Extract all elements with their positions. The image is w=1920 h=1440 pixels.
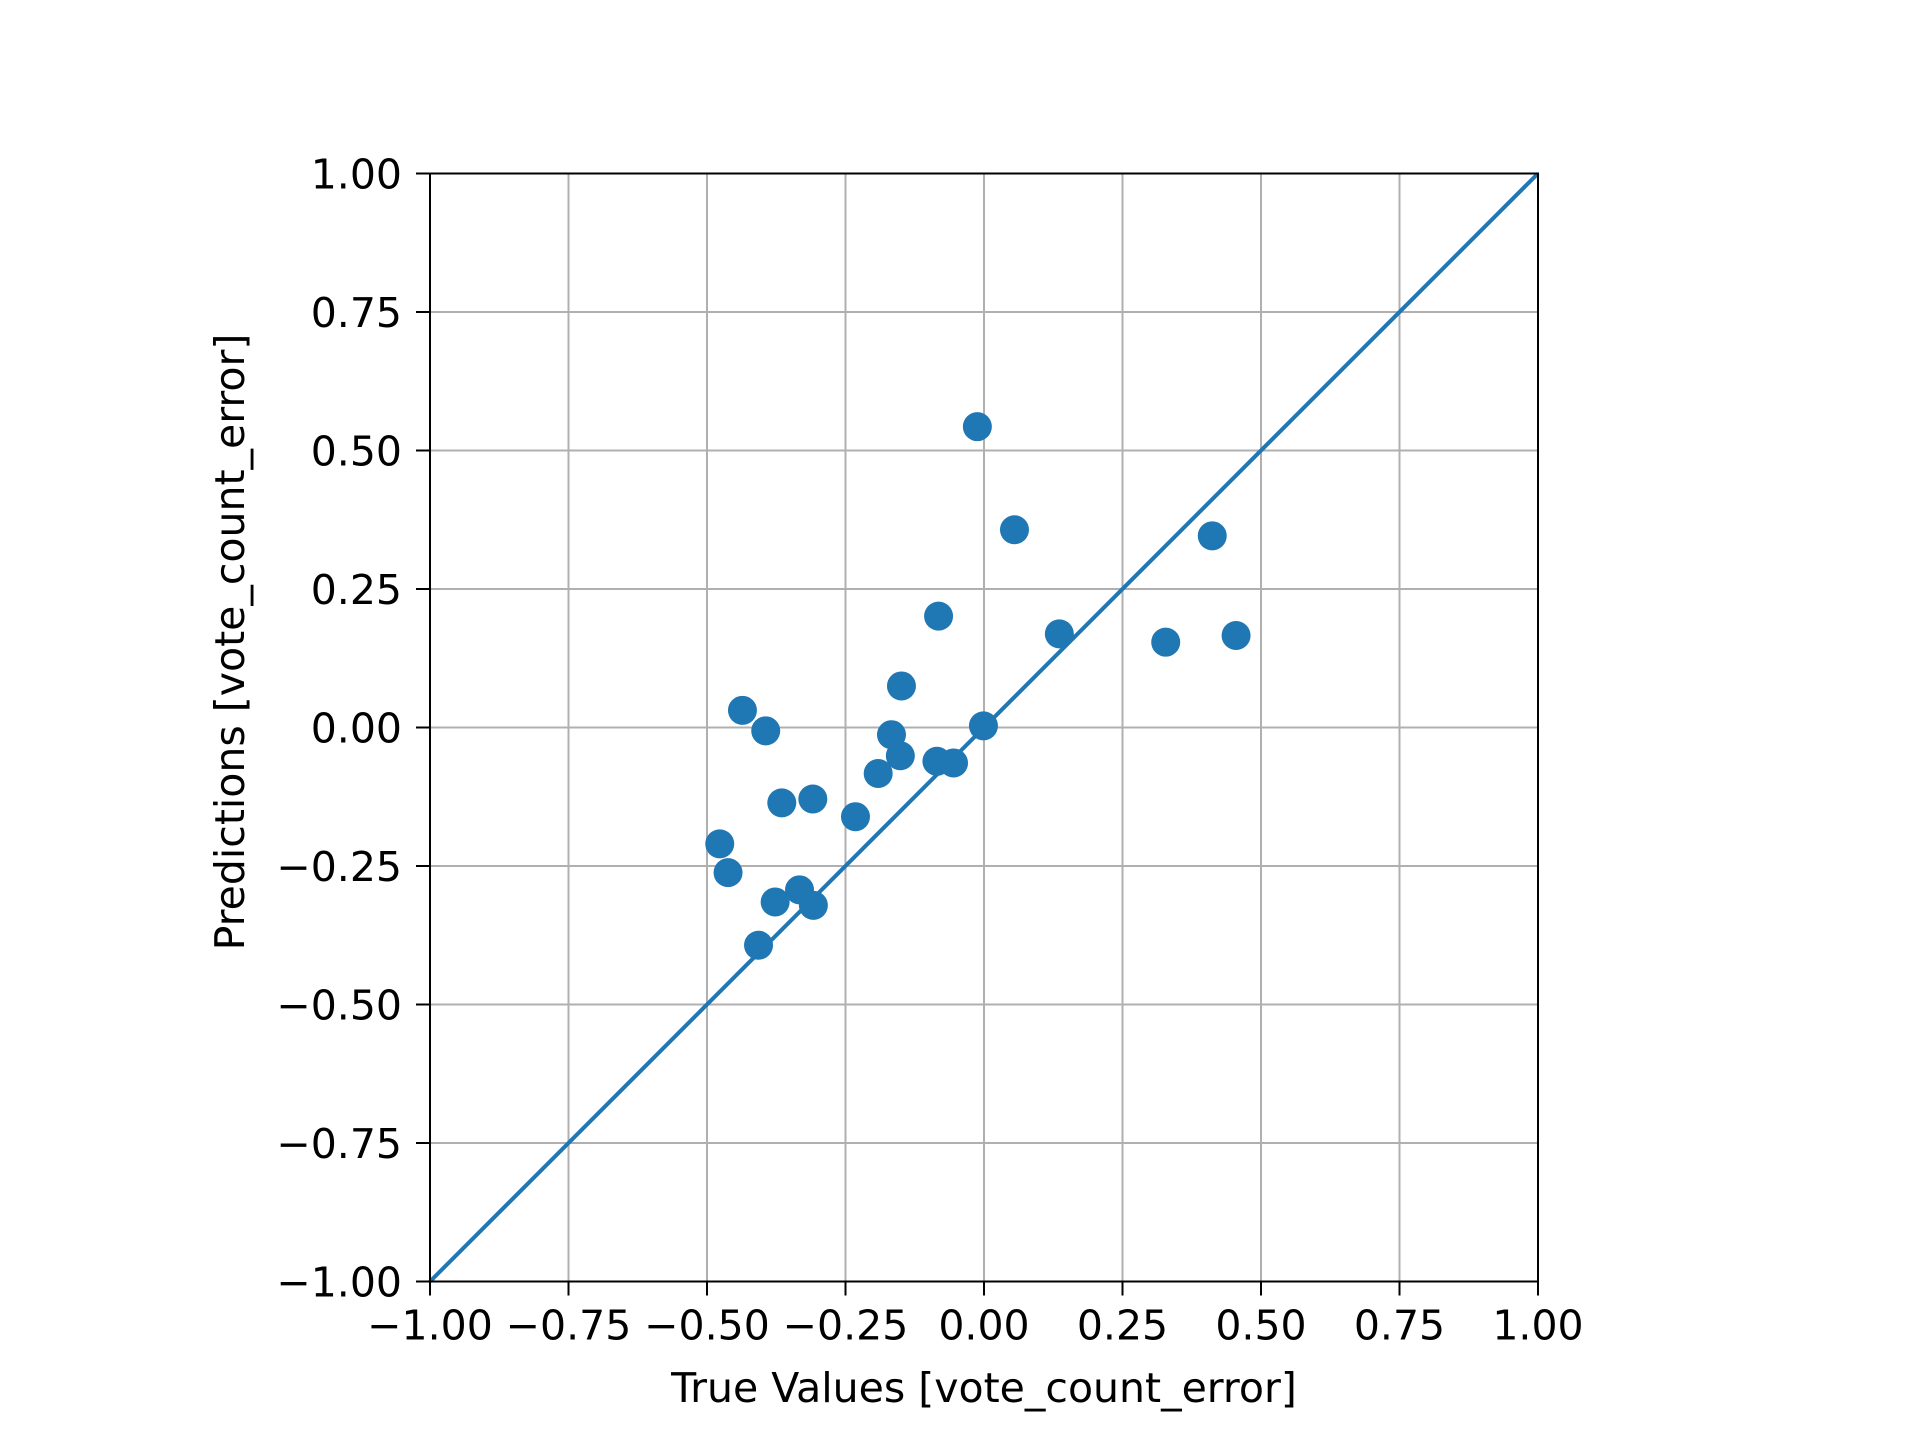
scatter-point <box>1197 521 1227 551</box>
x-tick-label: −1.00 <box>367 1302 493 1350</box>
y-axis-label: Predictions [vote_count_error] <box>206 334 254 951</box>
x-tick-label: 1.00 <box>1492 1302 1583 1350</box>
y-tick-label: 0.00 <box>311 705 402 753</box>
y-tick-label: 1.00 <box>311 151 402 199</box>
x-tick-label: −0.50 <box>644 1302 770 1350</box>
scatter-point <box>760 887 790 917</box>
scatter-point <box>705 829 735 859</box>
scatter-point <box>1044 619 1074 649</box>
scatter-point <box>840 802 870 832</box>
y-tick-label: −0.75 <box>276 1120 402 1168</box>
scatter-point <box>863 758 893 788</box>
scatter-point <box>744 930 774 960</box>
y-axis-ticks: −1.00 −0.75 −0.50 −0.25 0.00 0.25 0.50 0.75 1.00 <box>276 151 430 1307</box>
scatter-point <box>886 671 916 701</box>
scatter-point <box>968 711 998 741</box>
x-tick-label: −0.25 <box>783 1302 909 1350</box>
y-tick-label: −0.50 <box>276 982 402 1030</box>
x-tick-label: −0.75 <box>506 1302 632 1350</box>
x-tick-label: 0.00 <box>938 1302 1029 1350</box>
y-tick-label: −1.00 <box>276 1259 402 1307</box>
x-tick-label: 0.75 <box>1354 1302 1445 1350</box>
x-axis-label: True Values [vote_count_error] <box>670 1364 1297 1412</box>
scatter-point <box>885 741 915 771</box>
scatter-point <box>1221 621 1251 651</box>
scatter-point <box>1151 627 1181 657</box>
scatter-point <box>924 601 954 631</box>
scatter-point <box>962 412 992 442</box>
scatter-point <box>939 748 969 778</box>
y-tick-label: 0.75 <box>311 289 402 337</box>
y-tick-label: 0.25 <box>311 566 402 614</box>
plot-area <box>428 172 1540 1283</box>
data-points <box>705 412 1251 960</box>
scatter-point <box>727 695 757 725</box>
x-tick-label: 0.50 <box>1215 1302 1306 1350</box>
scatter-point <box>798 784 828 814</box>
scatter-point <box>751 716 781 746</box>
x-axis-ticks: −1.00 −0.75 −0.50 −0.25 0.00 0.25 0.50 0.75 1.00 <box>367 1281 1584 1350</box>
x-tick-label: 0.25 <box>1077 1302 1168 1350</box>
y-tick-label: 0.50 <box>311 428 402 476</box>
scatter-point <box>798 890 828 920</box>
scatter-point <box>767 788 797 818</box>
scatter-point <box>713 858 743 888</box>
y-tick-label: −0.25 <box>276 843 402 891</box>
scatter-point <box>999 515 1029 545</box>
